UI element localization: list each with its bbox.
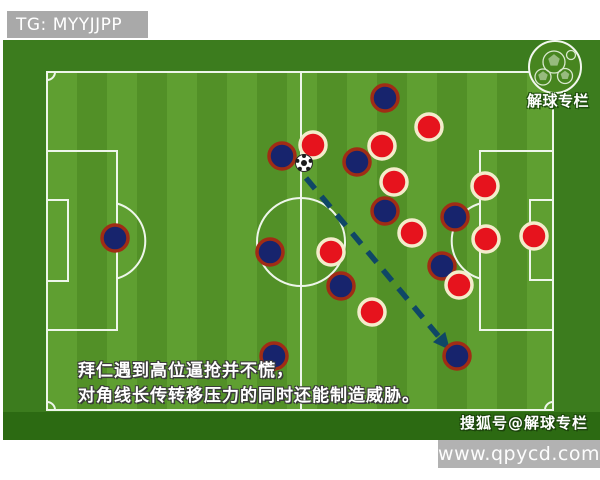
players-layer (100, 83, 549, 371)
player-dot-navy (267, 141, 297, 171)
tg-watermark-label: TG: MYYJJPP (16, 14, 123, 35)
url-watermark-bar: www.qpycd.com (438, 440, 600, 468)
player-dot-red (414, 112, 444, 142)
pass-arrow-head (432, 331, 450, 350)
player-dot-red (444, 270, 474, 300)
player-dot-red (316, 237, 346, 267)
player-dot-navy (342, 147, 372, 177)
player-dot-navy (442, 341, 472, 371)
url-watermark-label: www.qpycd.com (438, 443, 600, 465)
player-dot-navy (370, 196, 400, 226)
bottom-green-band (3, 412, 600, 440)
player-dot-navy (440, 202, 470, 232)
player-dot-navy (326, 271, 356, 301)
player-dot-red (471, 224, 501, 254)
brand-logo-label: 解球专栏 (526, 92, 589, 110)
player-dot-red (519, 221, 549, 251)
player-dot-red (470, 171, 500, 201)
player-dot-navy (427, 251, 457, 281)
caption-line-1: 拜仁遇到高位逼抢并不慌， (78, 361, 294, 381)
pitch-lines (46, 71, 554, 411)
ball-icon (295, 154, 313, 172)
brand-logo-icon (528, 40, 582, 94)
footer-account-label: 搜狐号@解球专栏 (459, 414, 588, 432)
player-dot-red (367, 131, 397, 161)
player-dot-red (298, 130, 328, 160)
pass-arrow-dashes (303, 176, 442, 339)
caption-line-2: 对角线长传转移压力的同时还能制造威胁。 (78, 386, 420, 406)
pass-arrow (303, 176, 450, 350)
tg-watermark-bar: TG: MYYJJPP (7, 11, 148, 38)
player-dot-red (357, 297, 387, 327)
player-dot-red (397, 218, 427, 248)
player-dot-navy (100, 223, 130, 253)
player-dot-navy (255, 237, 285, 267)
player-dot-red (379, 167, 409, 197)
player-dot-navy (259, 341, 289, 371)
player-dot-navy (370, 83, 400, 113)
